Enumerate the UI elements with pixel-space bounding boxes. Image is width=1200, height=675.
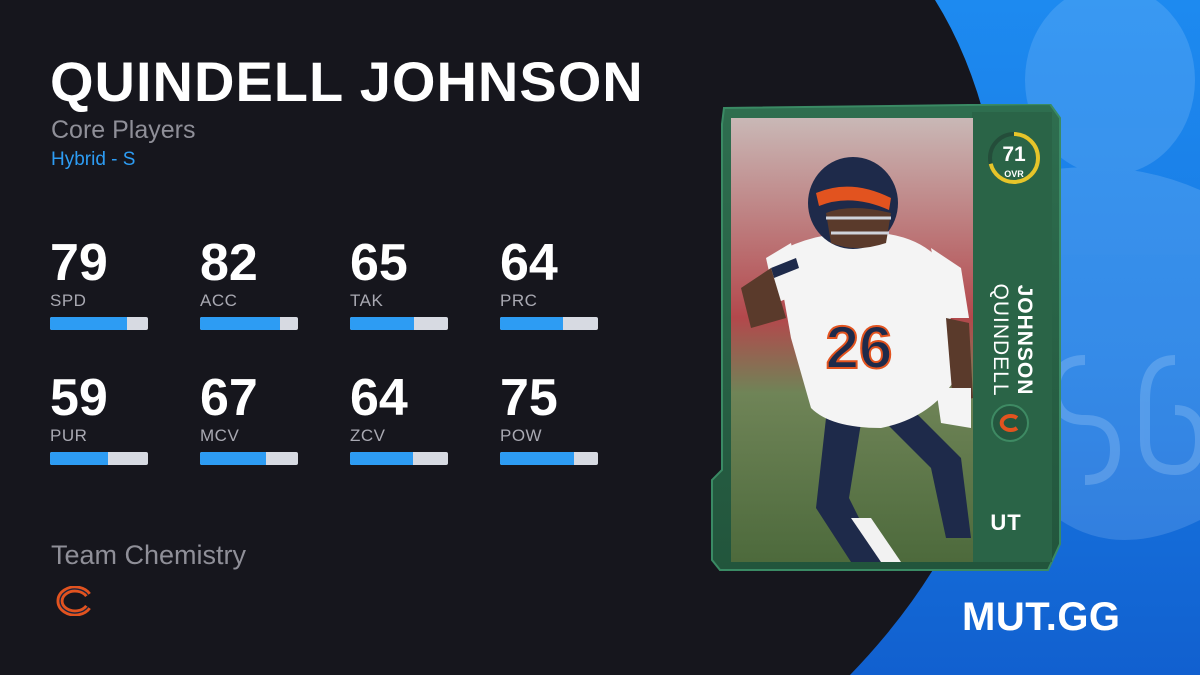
stat-value: 64 bbox=[350, 369, 408, 427]
stat-label: POW bbox=[500, 426, 543, 445]
program-name: Core Players bbox=[51, 116, 196, 144]
stat-value: 59 bbox=[50, 369, 108, 427]
stat-bar-fill bbox=[200, 452, 266, 465]
ovr-value: 71 bbox=[1002, 143, 1026, 166]
stat-bar bbox=[500, 317, 598, 330]
card-first-name: QUINDELL bbox=[989, 283, 1012, 397]
stats-grid: 79 SPD 82 ACC 65 TAK 64 PRC 59 PUR 67 MC… bbox=[50, 233, 610, 503]
stat-label: PRC bbox=[500, 291, 538, 310]
bears-c-logo-icon[interactable] bbox=[55, 586, 95, 616]
stat-tak: 65 TAK bbox=[350, 233, 500, 368]
brand-logo[interactable]: MUT.GG bbox=[962, 595, 1121, 639]
stat-bar bbox=[350, 452, 448, 465]
stat-bar bbox=[350, 317, 448, 330]
stat-zcv: 64 ZCV bbox=[350, 368, 500, 503]
stat-prc: 64 PRC bbox=[500, 233, 650, 368]
ut-mode-label: UT bbox=[990, 510, 1022, 535]
stat-value: 65 bbox=[350, 234, 408, 292]
stat-bar bbox=[200, 317, 298, 330]
stat-bar-fill bbox=[200, 317, 281, 330]
stat-bar bbox=[50, 452, 148, 465]
stat-label: PUR bbox=[50, 426, 88, 445]
player-name: QUINDELL JOHNSON bbox=[50, 50, 644, 113]
stat-bar-fill bbox=[350, 317, 414, 330]
ovr-ring bbox=[988, 132, 1040, 184]
stat-label: TAK bbox=[350, 291, 384, 310]
stat-value: 64 bbox=[500, 234, 558, 292]
stat-mcv: 67 MCV bbox=[200, 368, 350, 503]
stat-label: ZCV bbox=[350, 426, 386, 445]
stat-bar bbox=[500, 452, 598, 465]
stat-pow: 75 POW bbox=[500, 368, 650, 503]
stat-value: 79 bbox=[50, 234, 108, 292]
archetype-label: Hybrid - S bbox=[51, 149, 136, 170]
stat-spd: 79 SPD bbox=[50, 233, 200, 368]
stat-bar-fill bbox=[350, 452, 413, 465]
stat-pur: 59 PUR bbox=[50, 368, 200, 503]
ovr-label: OVR bbox=[1004, 169, 1024, 179]
stat-bar-fill bbox=[500, 317, 563, 330]
player-photo: 26 bbox=[731, 118, 973, 562]
svg-text:26: 26 bbox=[826, 314, 893, 381]
stat-label: SPD bbox=[50, 291, 87, 310]
stat-value: 82 bbox=[200, 234, 258, 292]
stat-acc: 82 ACC bbox=[200, 233, 350, 368]
stat-label: MCV bbox=[200, 426, 240, 445]
stat-value: 75 bbox=[500, 369, 558, 427]
team-chemistry-label: Team Chemistry bbox=[51, 540, 247, 570]
stat-label: ACC bbox=[200, 291, 238, 310]
stat-bar-fill bbox=[50, 452, 108, 465]
stat-bar bbox=[200, 452, 298, 465]
stat-bar bbox=[50, 317, 148, 330]
stat-bar-fill bbox=[50, 317, 128, 330]
card-last-name: JOHNSON bbox=[1013, 284, 1036, 396]
stat-value: 67 bbox=[200, 369, 258, 427]
stat-bar-fill bbox=[500, 452, 574, 465]
card-team-badge-icon bbox=[991, 404, 1029, 442]
